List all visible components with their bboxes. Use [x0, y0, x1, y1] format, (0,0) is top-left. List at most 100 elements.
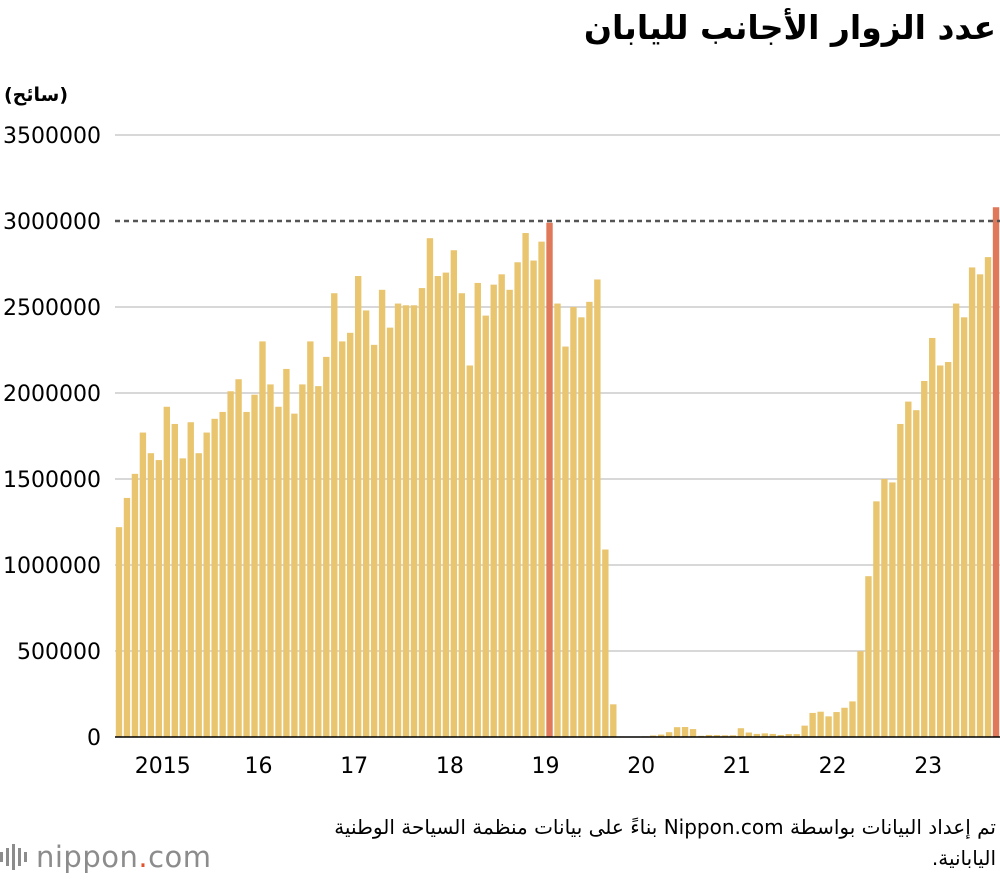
bar	[347, 332, 354, 737]
bar	[179, 458, 186, 737]
bar	[681, 727, 689, 737]
x-tick-label: 19	[532, 754, 560, 779]
bar	[291, 413, 298, 737]
bar	[602, 549, 609, 737]
bar	[426, 238, 434, 737]
bar	[139, 432, 147, 737]
x-tick-label: 22	[819, 754, 847, 779]
bar	[115, 527, 123, 737]
bar	[937, 365, 944, 737]
bar	[203, 432, 210, 737]
bar	[259, 341, 266, 737]
bar	[737, 728, 745, 737]
bar	[562, 346, 569, 737]
bar	[793, 734, 800, 737]
bar	[402, 305, 410, 737]
source-note: تم إعداد البيانات بواسطة Nippon.com بناء…	[334, 815, 996, 870]
bar	[410, 305, 418, 737]
bar	[594, 279, 601, 737]
bar	[665, 732, 673, 737]
bar	[777, 734, 784, 737]
bar	[546, 222, 553, 738]
bar	[466, 365, 473, 737]
bar	[131, 473, 139, 737]
nippon-logo: nippon.com	[0, 840, 212, 874]
bar	[315, 386, 322, 737]
bar	[729, 735, 737, 737]
bar	[976, 274, 984, 737]
bar	[753, 733, 761, 737]
bar	[761, 733, 768, 737]
bar	[442, 272, 450, 737]
bar	[610, 704, 617, 737]
bar	[538, 241, 545, 737]
bar	[578, 317, 585, 737]
bar	[458, 293, 466, 737]
x-tick-label: 2015	[135, 754, 191, 779]
bar	[530, 260, 537, 737]
bar	[187, 422, 194, 737]
bar	[992, 207, 1000, 738]
bar	[881, 479, 888, 737]
bar	[769, 733, 776, 737]
bar	[889, 482, 896, 737]
bar	[960, 317, 968, 737]
bar	[833, 712, 840, 737]
bar	[689, 729, 697, 737]
bar	[841, 707, 848, 737]
bar	[147, 453, 155, 737]
bar	[339, 341, 346, 737]
bar	[163, 406, 171, 737]
bar	[235, 379, 242, 737]
bar	[195, 453, 202, 737]
bar	[171, 423, 178, 737]
bar	[155, 460, 163, 737]
bar	[323, 356, 330, 737]
bar	[394, 303, 402, 737]
bar	[490, 284, 497, 737]
chart-title: عدد الزوار الأجانب لليابان	[583, 8, 996, 47]
x-tick-label: 16	[245, 754, 273, 779]
bar	[211, 418, 218, 737]
bar	[506, 289, 513, 737]
y-tick-label: 1500000	[3, 468, 101, 493]
y-tick-label: 3000000	[3, 210, 101, 235]
bar	[418, 288, 426, 737]
bar	[514, 262, 521, 737]
bar	[227, 391, 234, 737]
logo-mark-icon	[0, 844, 27, 870]
bar	[649, 735, 657, 737]
bar	[586, 301, 593, 737]
y-tick-label: 2500000	[3, 296, 101, 321]
bar	[370, 344, 378, 737]
bar	[913, 410, 920, 737]
bar	[785, 734, 792, 737]
bar	[123, 497, 131, 737]
bar	[713, 735, 721, 737]
bar	[283, 368, 290, 737]
bar	[745, 732, 753, 737]
bar	[873, 501, 880, 737]
bar	[362, 310, 370, 737]
bar	[673, 727, 681, 737]
x-tick-label: 21	[723, 754, 751, 779]
bar	[721, 735, 729, 737]
y-tick-label: 500000	[17, 640, 101, 665]
bar	[299, 384, 306, 737]
bar	[331, 293, 338, 737]
bar	[498, 274, 505, 737]
x-tick-label: 23	[914, 754, 942, 779]
bar	[434, 276, 442, 737]
bar	[354, 276, 362, 737]
bar-chart: 0 500000 1000000 1500000 2000000 2500000 30000…	[3, 124, 1000, 779]
bar	[944, 362, 952, 737]
bar	[378, 289, 386, 737]
bar	[801, 725, 808, 737]
bar	[952, 303, 960, 737]
bar	[657, 734, 665, 737]
bar	[386, 327, 394, 737]
bar	[809, 712, 816, 737]
bar	[905, 401, 912, 737]
y-axis-unit-label: (سائح)	[4, 84, 69, 106]
bar	[570, 307, 577, 737]
